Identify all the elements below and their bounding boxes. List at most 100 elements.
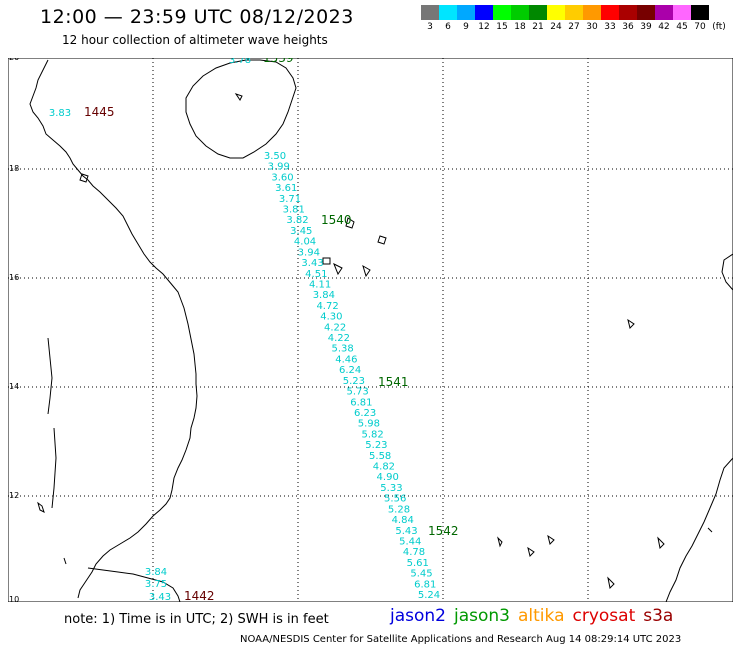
legend-tick: 6 — [445, 22, 451, 32]
legend-tick: 39 — [640, 22, 652, 32]
legend-swatch — [493, 5, 511, 20]
wave-height-value: 4.04 — [294, 237, 316, 248]
wave-height-value: 5.61 — [407, 558, 429, 569]
wave-height-value: 3.82 — [286, 215, 308, 226]
track-time-label: 1540 — [321, 213, 352, 227]
map-title: 12:00 — 23:59 UTC 08/12/2023 — [40, 6, 354, 28]
wave-height-value: 4.46 — [335, 354, 357, 365]
legend-swatch — [655, 5, 673, 20]
wave-height-value: 5.82 — [362, 429, 384, 440]
legend-tick: 27 — [568, 22, 580, 32]
wave-height-value: 4.11 — [309, 279, 331, 290]
wave-height-value: 3.75 — [145, 579, 167, 590]
legend-swatch — [529, 5, 547, 20]
wave-height-value: 5.98 — [358, 419, 380, 430]
wave-height-value: 4.90 — [377, 472, 399, 483]
wave-height-value: 3.71 — [279, 194, 301, 205]
legend-swatch — [565, 5, 583, 20]
wave-height-value: 3.99 — [268, 162, 290, 173]
wave-height-value: 6.23 — [354, 408, 376, 419]
legend-swatch — [439, 5, 457, 20]
track-time-label: 1539 — [263, 58, 294, 65]
latitude-label: 20 — [9, 58, 19, 62]
wave-height-value: 3.45 — [290, 226, 312, 237]
latitude-label: 16 — [9, 273, 19, 282]
legend-unit: (ft) — [712, 22, 726, 32]
wave-height-value: 4.82 — [373, 462, 395, 473]
legend-swatch — [601, 5, 619, 20]
satellite-cryosat: cryosat — [572, 606, 636, 626]
legend-tick: 15 — [496, 22, 508, 32]
legend-tick: 24 — [550, 22, 562, 32]
legend-swatch — [691, 5, 709, 20]
wave-height-value: 3.83 — [49, 108, 71, 119]
wave-height-value: 5.23 — [343, 376, 365, 387]
wave-height-value: 5.43 — [395, 526, 417, 537]
wave-height-value: 5.28 — [388, 504, 410, 515]
legend-swatch — [619, 5, 637, 20]
legend-swatch — [475, 5, 493, 20]
wave-height-value: 3.78 — [229, 58, 251, 66]
wave-height-value: 4.72 — [316, 301, 338, 312]
wave-height-value: 6.24 — [339, 365, 361, 376]
legend-tick-labels: 3 6 9 12 15 18 21 24 27 30 33 36 39 42 45 70 (ft) — [421, 22, 729, 32]
wave-height-value: 3.81 — [283, 205, 305, 216]
philippines-coast — [665, 253, 733, 602]
wave-height-value: 4.78 — [403, 547, 425, 558]
legend-tick: 45 — [676, 22, 688, 32]
legend-tick: 12 — [478, 22, 490, 32]
wave-height-value: 5.38 — [331, 344, 353, 355]
latitude-label: 18 — [9, 164, 19, 173]
hainan-island — [185, 59, 297, 159]
legend-tick: 36 — [622, 22, 634, 32]
latitude-label: 14 — [9, 382, 19, 391]
wave-height-value: 5.23 — [365, 440, 387, 451]
wave-height-value: 4.30 — [320, 312, 342, 323]
wave-height-value: 3.94 — [298, 247, 320, 258]
wave-height-value: 4.84 — [392, 515, 414, 526]
legend-tick: 42 — [658, 22, 670, 32]
wave-height-value: 4.51 — [305, 269, 327, 280]
legend-tick: 3 — [427, 22, 433, 32]
wave-height-value: 6.81 — [414, 579, 436, 590]
satellite-legend: jason2 jason3 altika cryosat s3a — [390, 606, 681, 626]
wave-height-value: 5.33 — [380, 483, 402, 494]
satellite-altika: altika — [518, 606, 565, 626]
wave-height-map: 2018161412101051081111141171203.503.993.… — [8, 58, 733, 602]
legend-swatch — [673, 5, 691, 20]
legend-swatch — [547, 5, 565, 20]
latitude-label: 10 — [9, 595, 19, 602]
track-time-label: 1541 — [378, 375, 409, 389]
wave-height-value: 5.45 — [410, 569, 432, 580]
wave-height-value: 3.84 — [145, 567, 167, 578]
wave-height-value: 6.81 — [350, 397, 372, 408]
wave-height-value: 5.56 — [384, 494, 406, 505]
vietnam-offshore-islands — [37, 337, 67, 565]
legend-tick: 18 — [514, 22, 526, 32]
wave-height-value: 4.22 — [324, 322, 346, 333]
track-time-label: 1445 — [84, 105, 115, 119]
map-frame — [8, 58, 733, 602]
wave-height-value: 5.73 — [347, 387, 369, 398]
wave-height-color-legend: 3 6 9 12 15 18 21 24 27 30 33 36 39 42 45 70 (ft) — [421, 5, 729, 32]
legend-tick: 21 — [532, 22, 544, 32]
footer-credit: NOAA/NESDIS Center for Satellite Applica… — [240, 634, 682, 645]
legend-tick: 9 — [463, 22, 469, 32]
wave-height-value: 4.22 — [328, 333, 350, 344]
wave-height-value: 3.43 — [301, 258, 323, 269]
legend-tick: 70 — [694, 22, 706, 32]
wave-height-value: 3.84 — [313, 290, 335, 301]
wave-height-value: 3.43 — [149, 592, 171, 602]
legend-tick: 30 — [586, 22, 598, 32]
paracel-islands — [79, 93, 635, 329]
southern-vietnam-coast — [87, 567, 181, 602]
track-time-label: 1442 — [184, 589, 215, 602]
wave-height-value: 3.50 — [264, 151, 286, 162]
vietnam-coastline — [29, 59, 198, 599]
wave-height-value: 3.61 — [275, 183, 297, 194]
satellite-jason2: jason2 — [390, 606, 446, 626]
footer-note: note: 1) Time is in UTC; 2) SWH is in fe… — [64, 612, 329, 627]
legend-swatch — [421, 5, 439, 20]
satellite-jason3: jason3 — [454, 606, 510, 626]
wave-height-value: 3.60 — [271, 172, 293, 183]
